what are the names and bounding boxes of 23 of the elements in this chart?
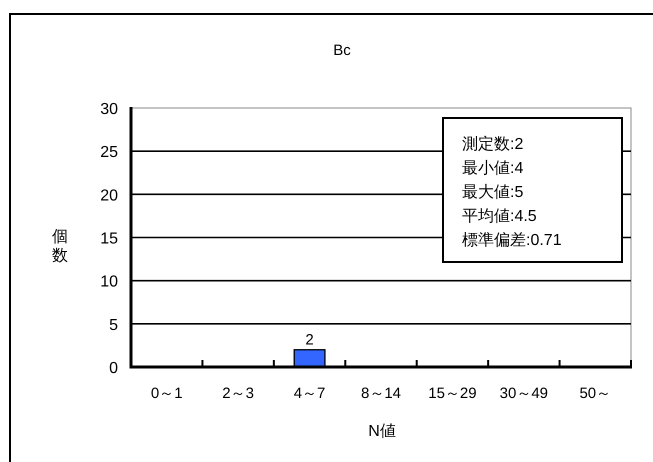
y-tick-label: 0: [109, 360, 118, 377]
x-tick-label: 50～: [579, 385, 612, 402]
annotation: 最大値:5: [462, 183, 524, 201]
annotation: 平均値:4.5: [462, 208, 537, 225]
y-tick-label: 10: [100, 274, 118, 291]
y-tick-label: 25: [100, 144, 118, 162]
y-axis-title: 個数: [52, 228, 68, 264]
x-tick-label: 30～49: [500, 385, 548, 402]
y-tick-label: 20: [100, 187, 118, 204]
x-tick-label: 0～1: [150, 385, 183, 402]
data-label: 2: [305, 332, 314, 349]
y-tick-label: 5: [109, 316, 118, 334]
annotation: 標準偏差:0.71: [462, 231, 562, 249]
x-axis-title: N値: [368, 423, 396, 440]
y-tick-label: 15: [100, 230, 118, 248]
x-tick-label: 8～14: [360, 385, 402, 402]
annotation: 最小値:4: [462, 159, 524, 177]
y-tick-label: 30: [100, 101, 118, 118]
x-tick-label: 4～7: [294, 385, 326, 402]
x-tick-label: 2～3: [222, 385, 254, 402]
x-tick-label: 15～29: [428, 385, 477, 402]
chart-title: Bc: [333, 42, 352, 59]
annotation: 測定数:2: [462, 135, 524, 153]
